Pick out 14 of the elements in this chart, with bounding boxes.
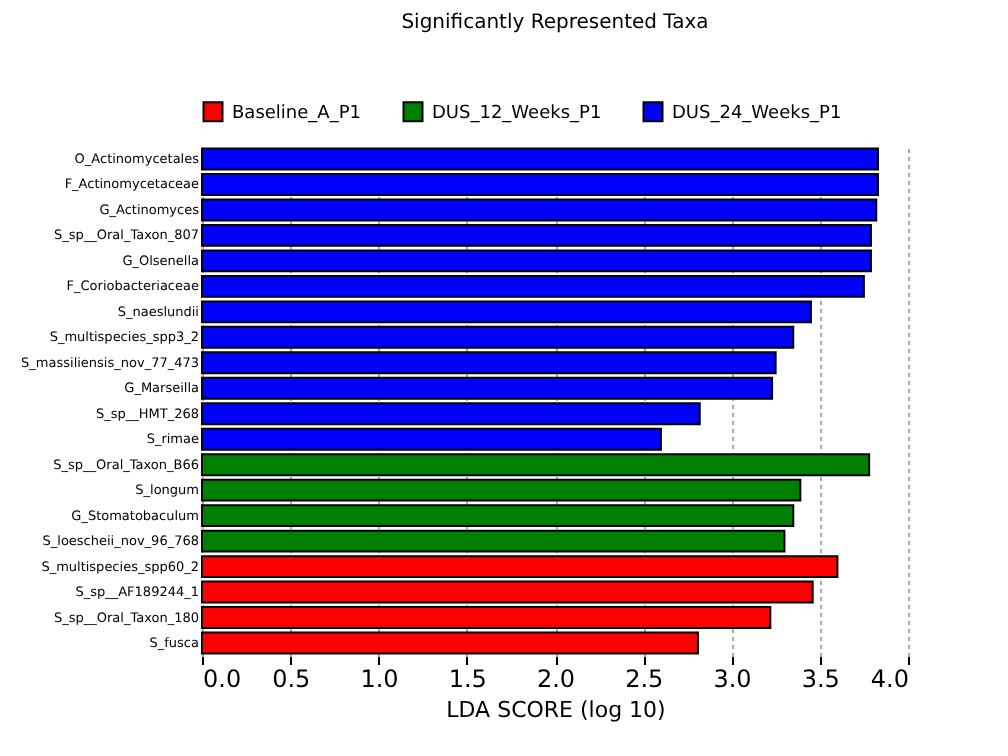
x-tick-label: 1.5 [448,665,487,693]
x-axis-title: LDA SCORE (log 10) [446,697,666,723]
x-tick-label: 2.0 [536,665,576,693]
x-tick-label: 4.0 [870,665,909,693]
legend-label: DUS_12_Weeks_P1 [432,103,602,124]
x-tick-label: 0.0 [203,665,242,693]
x-tick-label: 2.5 [625,665,664,693]
x-tick-label: 3.5 [801,665,840,693]
x-tick-label: 1.0 [360,665,399,693]
chart-title: Significantly Represented Taxa [401,12,709,34]
legend-label: DUS_24_Weeks_P1 [672,103,842,124]
legend-label: Baseline_A_P1 [232,103,361,124]
x-tick-label: 0.5 [272,665,311,693]
x-tick-label: 3.0 [713,665,752,693]
